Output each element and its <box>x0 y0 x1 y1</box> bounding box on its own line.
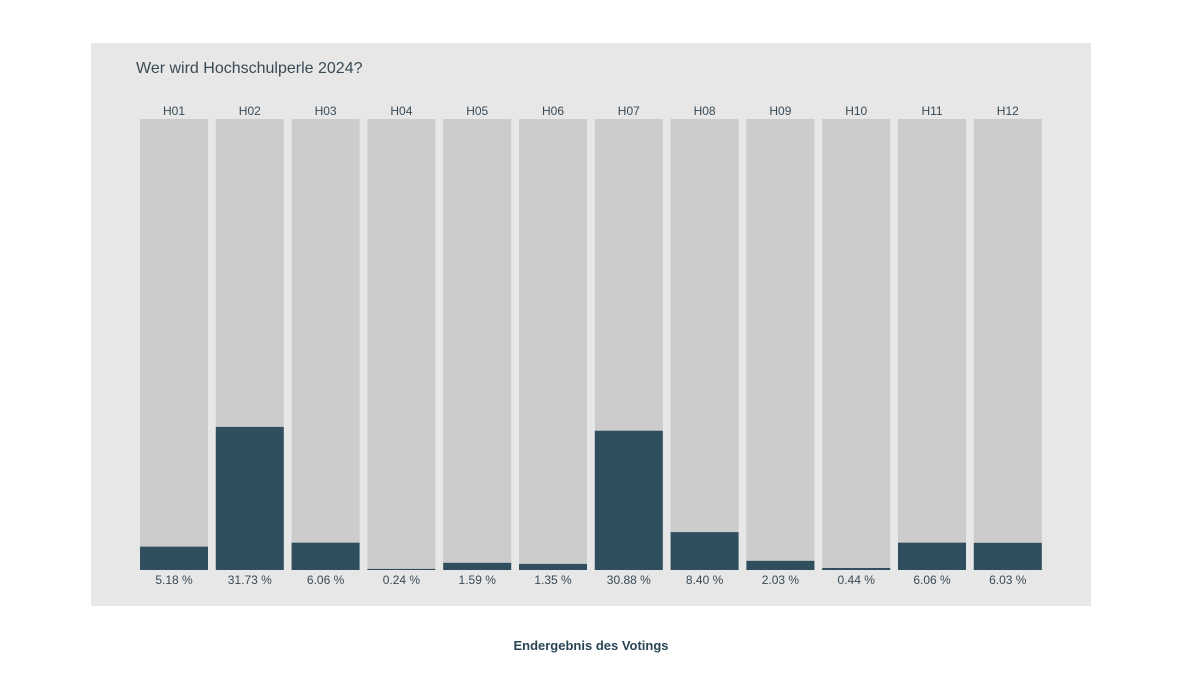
category-label-h02: H02 <box>239 104 261 118</box>
bar-track-h01 <box>140 119 208 570</box>
chart-caption: Endergebnis des Votings <box>513 638 669 653</box>
bar-track-h10 <box>822 119 891 570</box>
category-label-h04: H04 <box>390 104 412 118</box>
category-label-h12: H12 <box>997 104 1019 118</box>
bar-track-h12 <box>973 119 1042 570</box>
bar-track-h05 <box>443 119 512 570</box>
value-label-h08: 8.40 % <box>686 573 724 587</box>
bar-h02 <box>215 426 284 570</box>
bar-h09 <box>746 560 815 570</box>
chart-title: Wer wird Hochschulperle 2024? <box>136 60 363 77</box>
value-label-h11: 6.06 % <box>913 573 951 587</box>
bar-chart: H01 5.18 % H02 31.73 % H03 6.06 % H04 0.24 % H05… <box>140 104 1042 587</box>
value-label-h12: 6.03 % <box>989 573 1027 587</box>
category-label-h10: H10 <box>845 104 867 118</box>
bar-track-h09 <box>746 119 815 570</box>
value-label-h03: 6.06 % <box>307 573 345 587</box>
value-label-h05: 1.59 % <box>459 573 497 587</box>
category-label-h05: H05 <box>466 104 488 118</box>
category-label-h08: H08 <box>694 104 716 118</box>
bar-h03 <box>291 542 360 570</box>
category-label-h01: H01 <box>163 104 185 118</box>
bar-h08 <box>670 532 739 570</box>
value-label-h06: 1.35 % <box>534 573 572 587</box>
bar-track-h08 <box>670 119 739 570</box>
category-label-h09: H09 <box>769 104 791 118</box>
bar-h04 <box>367 568 436 570</box>
category-label-h03: H03 <box>315 104 337 118</box>
bar-track-h06 <box>519 119 587 570</box>
bar-h10 <box>822 568 891 570</box>
bar-h05 <box>443 562 512 570</box>
bar-h06 <box>519 563 587 570</box>
bar-h07 <box>594 430 663 570</box>
bar-track-h11 <box>898 119 966 570</box>
chart-panel: Wer wird Hochschulperle 2024? H01 5.18 % H… <box>91 43 1091 606</box>
bar-track-h04 <box>367 119 436 570</box>
value-label-h04: 0.24 % <box>383 573 421 587</box>
category-label-h11: H11 <box>921 104 942 118</box>
value-label-h02: 31.73 % <box>228 573 272 587</box>
value-label-h07: 30.88 % <box>607 573 651 587</box>
category-label-h07: H07 <box>618 104 640 118</box>
bar-track-h03 <box>291 119 360 570</box>
bar-h11 <box>898 542 966 570</box>
category-label-h06: H06 <box>542 104 564 118</box>
value-label-h01: 5.18 % <box>155 573 193 587</box>
bar-h01 <box>140 546 208 570</box>
value-label-h10: 0.44 % <box>838 573 876 587</box>
bar-h12 <box>973 542 1042 570</box>
value-label-h09: 2.03 % <box>762 573 800 587</box>
